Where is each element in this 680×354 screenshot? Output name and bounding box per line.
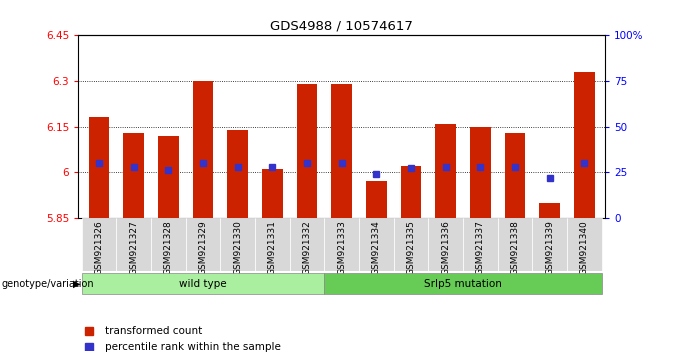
- Bar: [123, 133, 144, 218]
- Bar: [82, 218, 116, 271]
- Bar: [296, 84, 318, 218]
- Bar: [394, 218, 428, 271]
- Text: GSM921332: GSM921332: [303, 220, 311, 275]
- Text: GSM921326: GSM921326: [95, 220, 103, 275]
- Bar: [574, 72, 595, 218]
- Bar: [82, 273, 324, 295]
- Text: Srlp5 mutation: Srlp5 mutation: [424, 279, 502, 289]
- Text: GSM921336: GSM921336: [441, 220, 450, 275]
- Text: transformed count: transformed count: [105, 326, 202, 336]
- Text: GSM921333: GSM921333: [337, 220, 346, 275]
- Bar: [158, 136, 179, 218]
- Text: GSM921337: GSM921337: [476, 220, 485, 275]
- Bar: [331, 84, 352, 218]
- Text: genotype/variation: genotype/variation: [1, 279, 94, 289]
- Bar: [116, 218, 151, 271]
- Bar: [359, 218, 394, 271]
- Bar: [428, 218, 463, 271]
- Bar: [539, 202, 560, 218]
- Bar: [324, 273, 602, 295]
- Bar: [151, 218, 186, 271]
- Text: GSM921340: GSM921340: [580, 220, 589, 275]
- Bar: [505, 133, 526, 218]
- Text: wild type: wild type: [180, 279, 227, 289]
- Bar: [88, 118, 109, 218]
- Text: GSM921327: GSM921327: [129, 220, 138, 275]
- Bar: [463, 218, 498, 271]
- Bar: [290, 218, 324, 271]
- Bar: [255, 218, 290, 271]
- Bar: [220, 218, 255, 271]
- Text: percentile rank within the sample: percentile rank within the sample: [105, 342, 280, 352]
- Text: ▶: ▶: [73, 279, 81, 289]
- Bar: [227, 130, 248, 218]
- Text: GSM921328: GSM921328: [164, 220, 173, 275]
- Bar: [366, 181, 387, 218]
- Bar: [192, 81, 214, 218]
- Bar: [567, 218, 602, 271]
- Text: GSM921330: GSM921330: [233, 220, 242, 275]
- Text: GSM921334: GSM921334: [372, 220, 381, 275]
- Bar: [435, 124, 456, 218]
- Text: GSM921338: GSM921338: [511, 220, 520, 275]
- Bar: [532, 218, 567, 271]
- Text: GSM921329: GSM921329: [199, 220, 207, 275]
- Text: GSM921335: GSM921335: [407, 220, 415, 275]
- Bar: [186, 218, 220, 271]
- Text: GSM921339: GSM921339: [545, 220, 554, 275]
- Bar: [470, 126, 491, 218]
- Bar: [324, 218, 359, 271]
- Bar: [498, 218, 532, 271]
- Text: GSM921331: GSM921331: [268, 220, 277, 275]
- Title: GDS4988 / 10574617: GDS4988 / 10574617: [270, 20, 413, 33]
- Bar: [401, 166, 422, 218]
- Bar: [262, 169, 283, 218]
